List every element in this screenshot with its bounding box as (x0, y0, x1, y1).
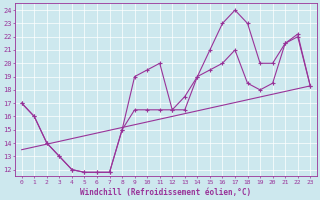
X-axis label: Windchill (Refroidissement éolien,°C): Windchill (Refroidissement éolien,°C) (80, 188, 252, 197)
